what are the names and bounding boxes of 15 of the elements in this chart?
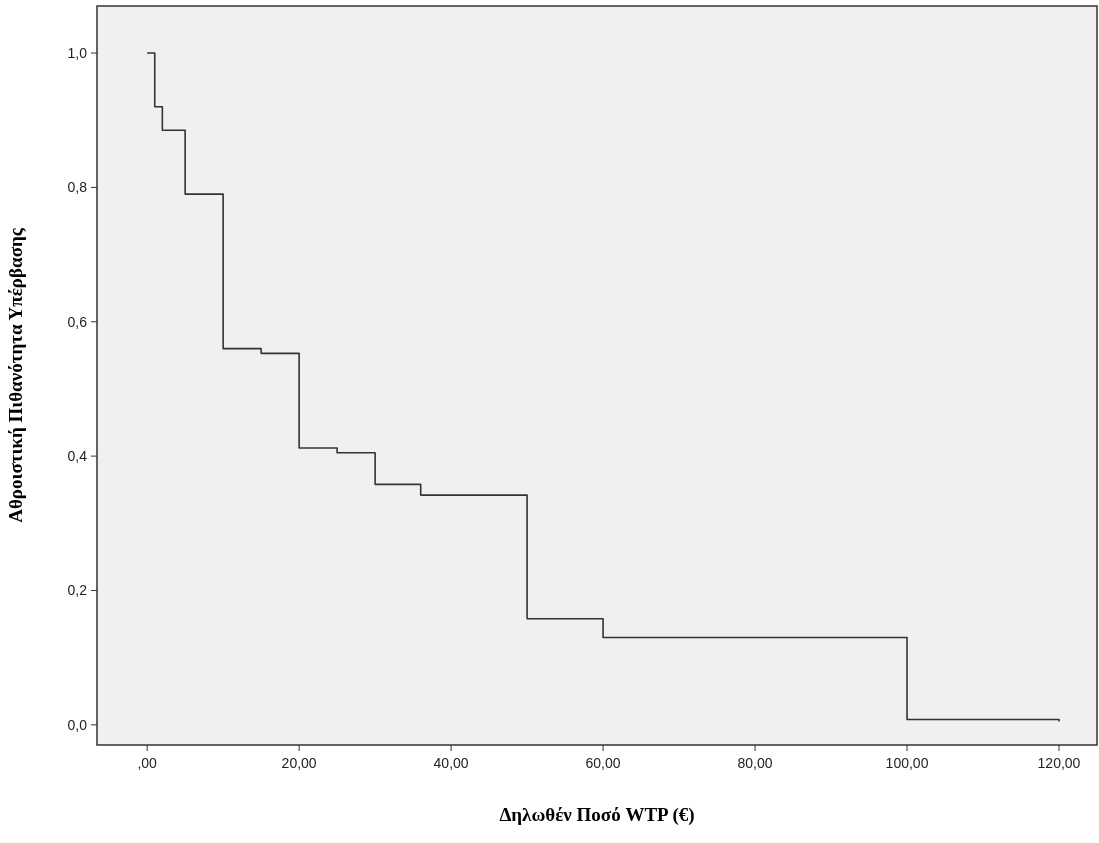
y-tick-label: 0,2 [67,582,88,599]
y-tick-label: 0,8 [67,179,88,196]
x-axis-title: Δηλωθέν Ποσό WTP (€) [499,804,695,826]
x-tick-label: 40,00 [433,755,469,771]
y-tick-label: 0,0 [67,716,88,733]
x-tick-label: 20,00 [281,755,317,771]
y-axis-title: Αθροιστική Πιθανότητα Υπέρβασης [5,227,26,523]
x-tick-label: 100,00 [885,755,929,771]
x-tick-label: 60,00 [585,755,621,771]
y-tick-label: 0,6 [67,313,88,330]
x-tick-label: 80,00 [737,755,773,771]
x-tick-label: ,00 [137,755,158,771]
y-tick-label: 1,0 [67,44,88,61]
y-tick-label: 0,4 [67,448,88,465]
x-tick-label: 120,00 [1037,755,1081,771]
